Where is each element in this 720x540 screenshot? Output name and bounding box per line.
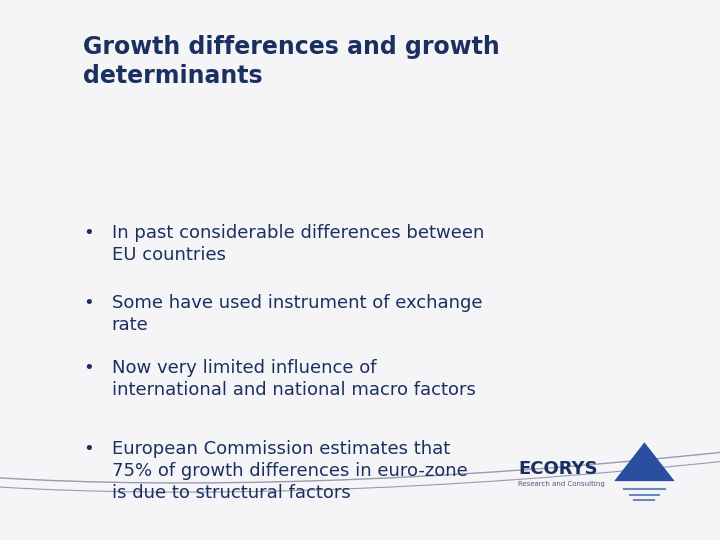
Text: ECORYS: ECORYS: [518, 460, 598, 478]
Text: •: •: [83, 359, 94, 377]
Text: In past considerable differences between
EU countries: In past considerable differences between…: [112, 224, 484, 264]
Text: Growth differences and growth
determinants: Growth differences and growth determinan…: [83, 35, 500, 88]
Text: •: •: [83, 440, 94, 458]
Text: •: •: [83, 294, 94, 312]
Text: European Commission estimates that
75% of growth differences in euro-zone
is due: European Commission estimates that 75% o…: [112, 440, 467, 503]
Text: Now very limited influence of
international and national macro factors: Now very limited influence of internatio…: [112, 359, 475, 399]
Polygon shape: [614, 442, 675, 481]
Text: Research and Consulting: Research and Consulting: [518, 481, 605, 487]
Text: •: •: [83, 224, 94, 242]
Text: Some have used instrument of exchange
rate: Some have used instrument of exchange ra…: [112, 294, 482, 334]
